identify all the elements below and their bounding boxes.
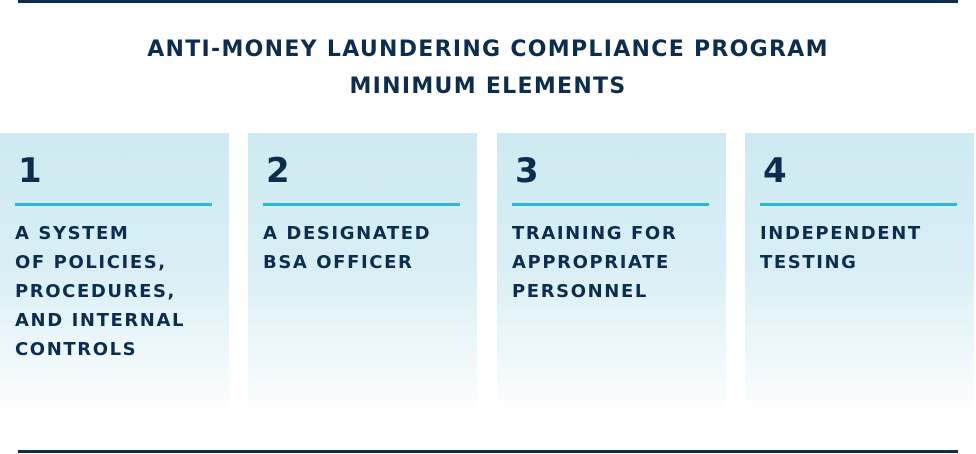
label-line: AND INTERNAL xyxy=(15,310,186,331)
element-card-2: 2 A DESIGNATED BSA OFFICER xyxy=(248,133,477,415)
element-card-4: 4 INDEPENDENT TESTING xyxy=(745,133,974,415)
element-cards: 1 A SYSTEM OF POLICIES, PROCEDURES, AND … xyxy=(0,133,976,415)
label-line: PERSONNEL xyxy=(512,281,648,302)
element-number: 4 xyxy=(763,151,787,191)
top-rule xyxy=(18,0,958,3)
label-line: TESTING xyxy=(760,252,858,273)
label-line: BSA OFFICER xyxy=(263,252,414,273)
card-divider xyxy=(15,203,212,206)
element-number: 3 xyxy=(515,151,539,191)
title-line-1: ANTI-MONEY LAUNDERING COMPLIANCE PROGRAM xyxy=(147,37,829,62)
bottom-rule xyxy=(18,450,958,453)
label-line: A DESIGNATED xyxy=(263,223,432,244)
title-line-2: MINIMUM ELEMENTS xyxy=(349,74,627,99)
card-divider xyxy=(512,203,709,206)
diagram-title: ANTI-MONEY LAUNDERING COMPLIANCE PROGRAM… xyxy=(0,31,976,105)
element-card-3: 3 TRAINING FOR APPROPRIATE PERSONNEL xyxy=(497,133,726,415)
label-line: PROCEDURES, xyxy=(15,281,176,302)
element-card-1: 1 A SYSTEM OF POLICIES, PROCEDURES, AND … xyxy=(0,133,229,415)
element-number: 1 xyxy=(18,151,42,191)
label-line: CONTROLS xyxy=(15,339,138,360)
element-label: A SYSTEM OF POLICIES, PROCEDURES, AND IN… xyxy=(15,219,225,364)
card-divider xyxy=(263,203,460,206)
card-divider xyxy=(760,203,957,206)
element-label: INDEPENDENT TESTING xyxy=(760,219,970,277)
label-line: TRAINING FOR xyxy=(512,223,678,244)
element-label: A DESIGNATED BSA OFFICER xyxy=(263,219,473,277)
label-line: A SYSTEM xyxy=(15,223,130,244)
label-line: APPROPRIATE xyxy=(512,252,670,273)
label-line: OF POLICIES, xyxy=(15,252,167,273)
element-label: TRAINING FOR APPROPRIATE PERSONNEL xyxy=(512,219,722,306)
element-number: 2 xyxy=(266,151,290,191)
label-line: INDEPENDENT xyxy=(760,223,922,244)
